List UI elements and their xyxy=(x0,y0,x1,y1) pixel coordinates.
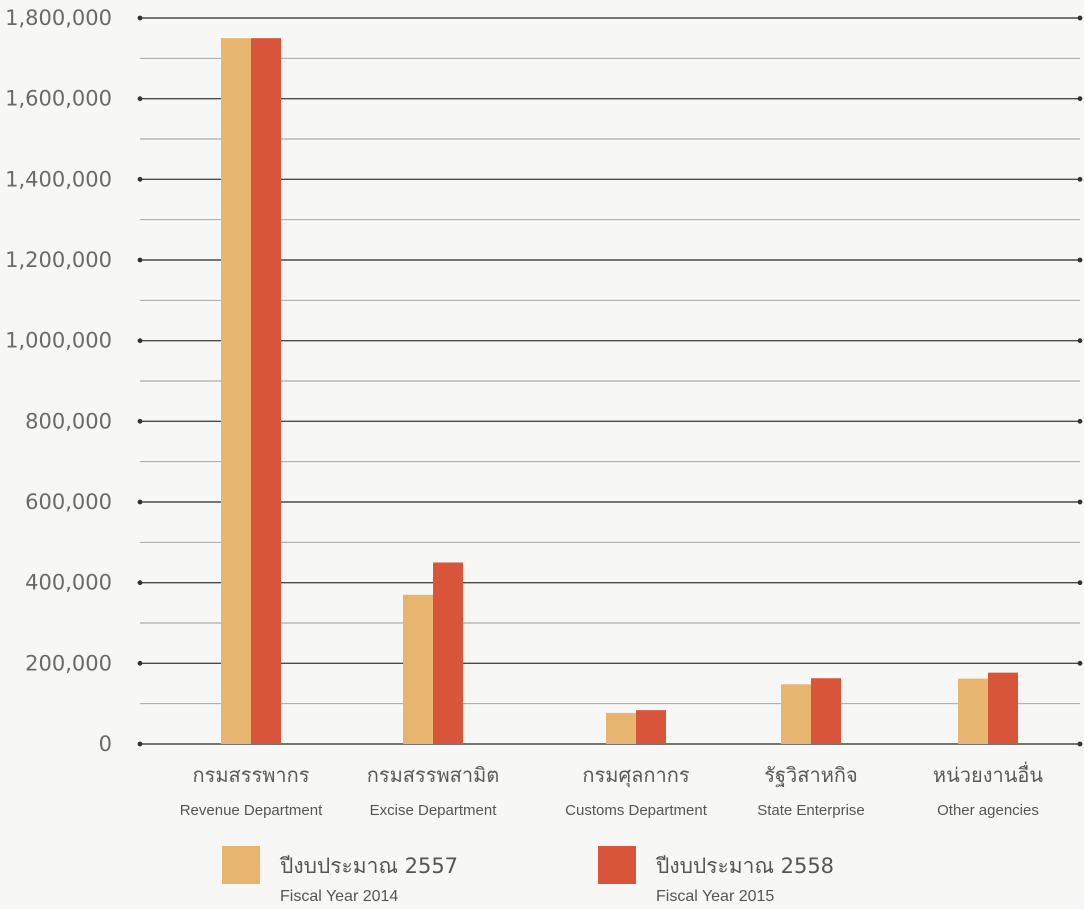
y-tick-label: 600,000 xyxy=(25,490,112,514)
category-label-english: Customs Department xyxy=(565,802,708,819)
bar xyxy=(403,594,433,744)
y-tick-label: 1,200,000 xyxy=(5,248,112,272)
category-label-english: State Enterprise xyxy=(757,802,865,819)
gridline-end-dot xyxy=(137,580,143,586)
x-axis-labels: กรมสรรพากร Revenue Department กรมสรรพสามิต… xyxy=(180,761,1044,819)
y-tick-label: 400,000 xyxy=(25,571,112,595)
gridline-end-dot xyxy=(1077,741,1083,747)
category-label-thai: กรมสรรพากร xyxy=(193,763,310,787)
gridline-end-dot xyxy=(137,418,143,424)
gridline-end-dot xyxy=(1077,660,1083,666)
gridline-end-dot xyxy=(137,338,143,344)
gridline-end-dot xyxy=(137,96,143,102)
gridline-end-dot xyxy=(1077,176,1083,182)
bar xyxy=(811,678,841,744)
legend-swatch xyxy=(222,846,260,884)
gridline-end-dot xyxy=(1077,338,1083,344)
gridline-end-dot xyxy=(137,257,143,263)
category-label-thai: รัฐวิสาหกิจ xyxy=(764,763,857,787)
category-label-english: Excise Department xyxy=(370,802,498,819)
gridline-end-dot xyxy=(1077,257,1083,263)
grid xyxy=(137,15,1083,747)
bar xyxy=(251,38,281,744)
bar xyxy=(988,672,1018,744)
y-axis-ticks: 0 200,000 400,000 600,000 800,000 1,000,000 1,… xyxy=(5,6,112,756)
bar xyxy=(781,684,811,744)
category-label-thai: หน่วยงานอื่น xyxy=(933,761,1043,787)
category-label-thai: กรมสรรพสามิต xyxy=(367,763,500,787)
y-tick-label: 0 xyxy=(99,732,112,756)
gridline-end-dot xyxy=(1077,96,1083,102)
gridline-end-dot xyxy=(137,499,143,505)
legend: ปีงบประมาณ 2557 Fiscal Year 2014 ปีงบประมา… xyxy=(222,846,834,905)
y-tick-label: 1,800,000 xyxy=(5,6,112,30)
bar xyxy=(606,712,636,744)
bar xyxy=(958,678,988,744)
legend-swatch xyxy=(598,846,636,884)
y-tick-label: 1,400,000 xyxy=(5,167,112,191)
y-tick-label: 200,000 xyxy=(25,651,112,675)
legend-label-english: Fiscal Year 2015 xyxy=(656,888,774,905)
bar xyxy=(636,710,666,744)
gridline-end-dot xyxy=(137,176,143,182)
y-tick-label: 1,000,000 xyxy=(5,329,112,353)
bars xyxy=(221,38,1018,744)
gridline-end-dot xyxy=(1077,418,1083,424)
legend-label-thai: ปีงบประมาณ 2557 xyxy=(279,854,458,878)
legend-label-english: Fiscal Year 2014 xyxy=(280,888,398,905)
gridline-end-dot xyxy=(1077,15,1083,21)
bar xyxy=(221,38,251,744)
y-tick-label: 800,000 xyxy=(25,409,112,433)
legend-label-thai: ปีงบประมาณ 2558 xyxy=(655,854,834,878)
y-tick-label: 1,600,000 xyxy=(5,87,112,111)
category-label-english: Other agencies xyxy=(937,802,1039,819)
gridline-end-dot xyxy=(1077,499,1083,505)
category-label-thai: กรมศุลกากร xyxy=(582,763,689,788)
gridline-end-dot xyxy=(137,741,143,747)
gridline-end-dot xyxy=(137,15,143,21)
gridline-end-dot xyxy=(137,660,143,666)
category-label-english: Revenue Department xyxy=(180,802,323,819)
gridline-end-dot xyxy=(1077,580,1083,586)
bar xyxy=(433,562,463,744)
